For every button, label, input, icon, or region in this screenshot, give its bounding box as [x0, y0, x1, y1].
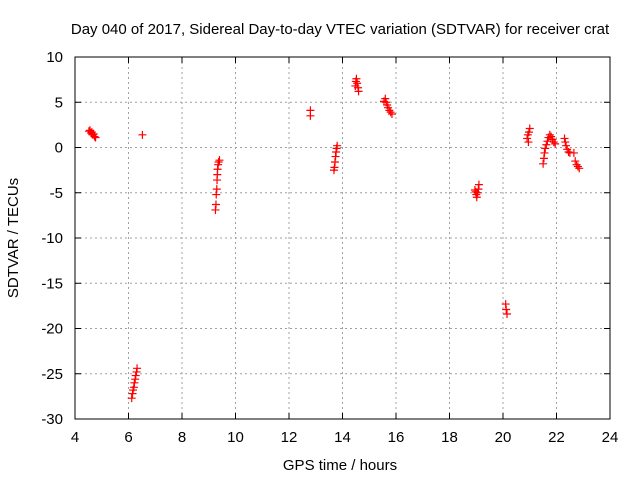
y-tick-label: -20 [41, 321, 63, 338]
data-point-plus [573, 162, 582, 171]
data-point-plus [386, 108, 395, 117]
data-point-plus [561, 138, 570, 147]
data-point-plus [130, 378, 139, 387]
y-tick-labels: 10 5 0 -5 -10 -15 -20 -25 -30 [41, 49, 63, 428]
y-axis-title: SDTVAR / TECUs [5, 178, 22, 298]
x-tick-label: 22 [548, 429, 565, 446]
axis-ticks [74, 56, 611, 420]
x-tick-label: 4 [71, 429, 79, 446]
data-point-plus [387, 110, 396, 119]
data-point-plus [562, 141, 571, 150]
data-point-plus [138, 130, 147, 139]
data-point-plus [306, 111, 315, 120]
data-point-plus [214, 157, 223, 166]
data-point-plus [569, 148, 578, 157]
data-point-plus [524, 138, 533, 147]
y-tick-label: -10 [41, 230, 63, 247]
x-tick-label: 14 [334, 429, 351, 446]
data-point-plus [541, 144, 550, 153]
grid-lines [75, 57, 610, 419]
data-point-plus [543, 137, 552, 146]
data-point-plus [333, 141, 342, 150]
data-point-plus [560, 134, 569, 143]
data-point-plus [540, 148, 549, 157]
data-point-plus [353, 79, 362, 88]
data-point-plus [551, 139, 560, 148]
y-tick-label: -15 [41, 275, 63, 292]
data-point-plus [523, 134, 532, 143]
data-point-plus [539, 159, 548, 168]
x-tick-label: 6 [124, 429, 132, 446]
data-point-plus [503, 310, 512, 319]
x-tick-labels: 4 6 8 10 12 14 16 18 20 22 24 [71, 429, 619, 446]
y-tick-label: 10 [46, 49, 63, 66]
data-point-plus [131, 371, 140, 380]
data-point-plus [133, 364, 142, 373]
data-point-plus [472, 193, 481, 202]
data-point-plus [545, 130, 554, 139]
y-tick-label: -5 [50, 185, 63, 202]
data-point-plus [215, 156, 224, 165]
data-point-plus [549, 138, 558, 147]
data-point-plus [542, 140, 551, 149]
x-tick-label: 10 [227, 429, 244, 446]
data-point-plus [524, 128, 533, 137]
data-point-plus [212, 185, 221, 194]
data-point-plus [473, 188, 482, 197]
y-tick-label: -30 [41, 411, 63, 428]
data-point-plus [474, 180, 483, 189]
data-point-plus [127, 394, 136, 403]
y-tick-label: 0 [55, 140, 63, 157]
data-points [84, 74, 584, 403]
x-tick-label: 18 [441, 429, 458, 446]
data-point-plus [211, 200, 220, 209]
x-tick-label: 8 [178, 429, 186, 446]
data-point-plus [381, 94, 390, 103]
x-tick-label: 24 [602, 429, 619, 446]
data-point-plus [90, 132, 99, 141]
x-tick-label: 20 [495, 429, 512, 446]
data-point-plus [571, 157, 580, 166]
y-tick-label: -25 [41, 366, 63, 383]
data-point-plus [575, 164, 584, 173]
data-point-plus [352, 74, 361, 83]
data-point-plus [564, 148, 573, 157]
y-tick-label: 5 [55, 94, 63, 111]
data-point-plus [91, 133, 100, 142]
x-tick-label: 12 [281, 429, 298, 446]
data-point-plus [525, 124, 534, 133]
chart-title: Day 040 of 2017, Sidereal Day-to-day VTE… [71, 21, 610, 38]
data-point-plus [502, 305, 511, 314]
x-axis-title: GPS time / hours [283, 457, 397, 474]
data-point-plus [354, 87, 363, 96]
x-tick-label: 16 [388, 429, 405, 446]
